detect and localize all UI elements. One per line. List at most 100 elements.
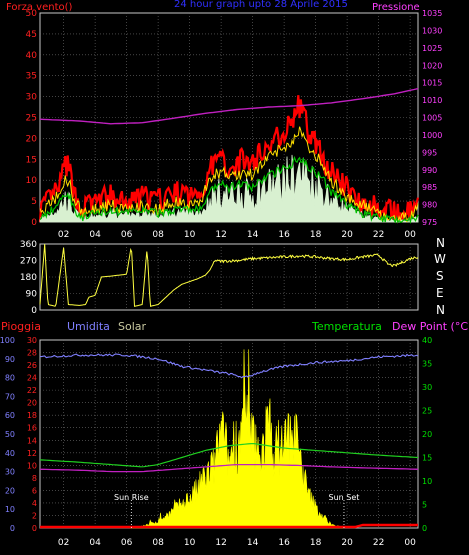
pressure-y-tick-label: 1030 (422, 26, 442, 35)
rain-y-tick-label: 90 (5, 355, 15, 364)
rain-y-tick-label: 60 (5, 411, 15, 420)
temp-y-tick-label: 15 (422, 454, 432, 463)
rain-y-tick-label: 100 (0, 336, 15, 345)
thermo-x-tick-label: 08 (152, 538, 164, 548)
rain-y-tick-label: 50 (5, 430, 15, 439)
pressure-y-tick-label: 1035 (422, 9, 442, 18)
wind-x-tick-label: 06 (121, 230, 133, 240)
thermo-x-tick-label: 10 (184, 538, 196, 548)
wind-direction-line (39, 243, 419, 307)
temp-y-tick-label: 10 (422, 477, 432, 486)
pressure-line (39, 87, 419, 125)
humidity-y-tick-label: 14 (27, 436, 37, 445)
compass-n-top: N (436, 236, 445, 250)
solar-title: Solar (118, 320, 147, 333)
wind-y-tick-label: 30 (26, 93, 38, 103)
direction-y-tick-label: 360 (20, 240, 37, 250)
wind-y-tick-label: 20 (26, 134, 38, 144)
direction-y-tick-label: 90 (26, 290, 38, 300)
humidity-y-tick-label: 28 (27, 349, 37, 358)
wind-y-tick-label: 40 (26, 51, 38, 61)
thermo-x-tick-label: 04 (89, 538, 101, 548)
thermo-x-tick-label: 18 (310, 538, 322, 548)
rain-axis-title: Pioggia (1, 320, 41, 333)
direction-y-tick-label: 0 (31, 306, 37, 316)
humidity-y-tick-label: 26 (27, 361, 37, 370)
rain-y-tick-label: 80 (5, 374, 15, 383)
sun-rise-label: Sun Rise (114, 493, 149, 502)
compass-w: W (434, 252, 446, 266)
temp-y-tick-label: 0 (422, 524, 427, 533)
humidity-y-tick-label: 10 (27, 461, 37, 470)
rain-y-tick-label: 10 (5, 505, 15, 514)
humidity-line (39, 353, 419, 379)
humidity-y-tick-label: 2 (32, 511, 37, 520)
pressure-y-tick-label: 980 (422, 201, 437, 210)
wind-green-line (39, 155, 419, 225)
direction-y-tick-label: 180 (20, 273, 37, 283)
wind-x-tick-label: 16 (278, 230, 290, 240)
temperature-line (39, 443, 419, 468)
humidity-y-tick-label: 8 (32, 474, 37, 483)
wind-x-tick-label: 22 (373, 230, 384, 240)
thermo-x-tick-label: 16 (278, 538, 290, 548)
wind-x-tick-label: 00 (404, 230, 416, 240)
humidity-y-tick-label: 20 (27, 399, 37, 408)
temperature-axis-title: Temperatura (311, 320, 382, 333)
graph-title: 24 hour graph upto 28 Aprile 2015 (174, 0, 348, 10)
wind-y-tick-label: 50 (26, 9, 38, 19)
wind-x-tick-label: 12 (215, 230, 226, 240)
wind-x-tick-label: 08 (152, 230, 164, 240)
pressure-y-tick-label: 1000 (422, 131, 442, 140)
wind-x-tick-label: 20 (341, 230, 353, 240)
humidity-y-tick-label: 4 (32, 499, 37, 508)
wind-y-tick-label: 25 (26, 114, 37, 124)
dewpoint-line (40, 463, 419, 473)
thermo-x-tick-label: 20 (341, 538, 353, 548)
wind-y-tick-label: 15 (26, 155, 37, 165)
wind-pressure-panel: 0510152025303540455097598098599099510001… (26, 9, 443, 240)
temp-y-tick-label: 25 (422, 407, 432, 416)
thermo-x-tick-label: 02 (58, 538, 69, 548)
temp-y-tick-label: 40 (422, 336, 432, 345)
rain-y-tick-label: 70 (5, 392, 15, 401)
wind-y-tick-label: 10 (26, 176, 38, 186)
pressure-y-tick-label: 995 (422, 148, 437, 157)
pressure-y-tick-label: 1025 (422, 44, 442, 53)
humidity-y-tick-label: 18 (27, 411, 37, 420)
temp-humidity-panel: 0246810121416182022242628300102030405060… (0, 336, 432, 548)
temp-y-tick-label: 5 (422, 501, 427, 510)
rain-y-tick-label: 20 (5, 486, 15, 495)
humidity-y-tick-label: 16 (27, 424, 37, 433)
wind-x-tick-label: 10 (184, 230, 196, 240)
solar-area (129, 349, 345, 529)
wind-y-tick-label: 35 (26, 72, 37, 82)
wind-x-tick-label: 14 (247, 230, 259, 240)
thermo-x-tick-label: 12 (215, 538, 226, 548)
rain-y-tick-label: 30 (5, 468, 15, 477)
pressure-y-tick-label: 985 (422, 183, 437, 192)
pressure-y-tick-label: 975 (422, 218, 437, 227)
dewpoint-title: Dew Point (°C) (392, 320, 469, 333)
humidity-y-tick-label: 30 (27, 336, 37, 345)
rain-y-tick-label: 0 (10, 524, 15, 533)
wind-x-tick-label: 04 (89, 230, 101, 240)
thermo-x-tick-label: 00 (404, 538, 416, 548)
sun-set-label: Sun Set (329, 493, 360, 502)
pressure-axis-title: Pressione (372, 2, 420, 13)
wind-y-tick-label: 45 (26, 30, 37, 40)
pressure-y-tick-label: 1015 (422, 79, 442, 88)
thermo-x-tick-label: 14 (247, 538, 259, 548)
humidity-y-tick-label: 0 (32, 524, 37, 533)
pressure-y-tick-label: 1020 (422, 61, 442, 70)
pressure-y-tick-label: 990 (422, 166, 437, 175)
wind-x-tick-label: 02 (58, 230, 69, 240)
compass-e: E (436, 286, 444, 300)
wind-direction-panel: 0 90 180 270 360 (20, 240, 419, 316)
pressure-y-tick-label: 1005 (422, 114, 442, 123)
humidity-y-tick-label: 22 (27, 386, 37, 395)
temp-y-tick-label: 20 (422, 430, 432, 439)
temp-y-tick-label: 30 (422, 383, 432, 392)
rain-y-tick-label: 40 (5, 449, 15, 458)
